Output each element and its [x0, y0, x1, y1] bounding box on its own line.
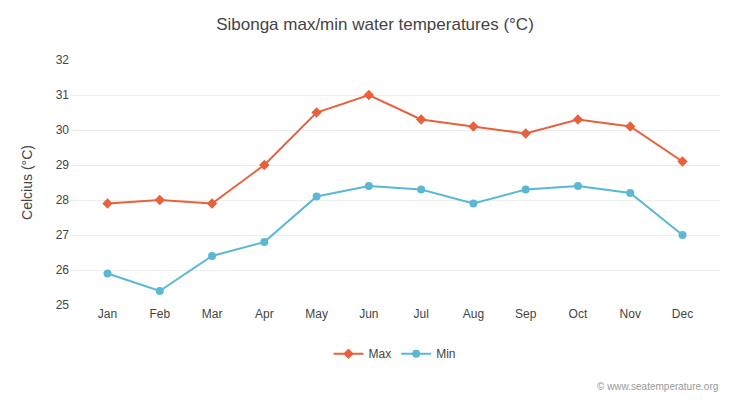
svg-text:28: 28 — [56, 193, 70, 207]
svg-text:Min: Min — [436, 347, 455, 361]
svg-text:Feb: Feb — [149, 307, 170, 321]
svg-text:Sibonga max/min water temperat: Sibonga max/min water temperatures (°C) — [216, 15, 534, 34]
svg-text:25: 25 — [56, 298, 70, 312]
svg-text:Max: Max — [369, 347, 392, 361]
svg-text:31: 31 — [56, 88, 70, 102]
svg-text:Dec: Dec — [672, 307, 693, 321]
svg-text:26: 26 — [56, 263, 70, 277]
svg-text:27: 27 — [56, 228, 70, 242]
svg-text:Oct: Oct — [569, 307, 588, 321]
svg-text:May: May — [305, 307, 328, 321]
svg-text:29: 29 — [56, 158, 70, 172]
svg-text:32: 32 — [56, 53, 70, 67]
svg-text:Jul: Jul — [413, 307, 428, 321]
svg-text:Jun: Jun — [359, 307, 378, 321]
svg-text:© www.seatemperature.org: © www.seatemperature.org — [597, 381, 718, 392]
svg-text:Mar: Mar — [202, 307, 223, 321]
svg-text:Aug: Aug — [463, 307, 484, 321]
svg-text:Sep: Sep — [515, 307, 537, 321]
svg-text:Jan: Jan — [98, 307, 117, 321]
svg-text:Celcius (°C): Celcius (°C) — [19, 145, 35, 220]
svg-text:Nov: Nov — [620, 307, 641, 321]
svg-text:30: 30 — [56, 123, 70, 137]
svg-text:Apr: Apr — [255, 307, 274, 321]
